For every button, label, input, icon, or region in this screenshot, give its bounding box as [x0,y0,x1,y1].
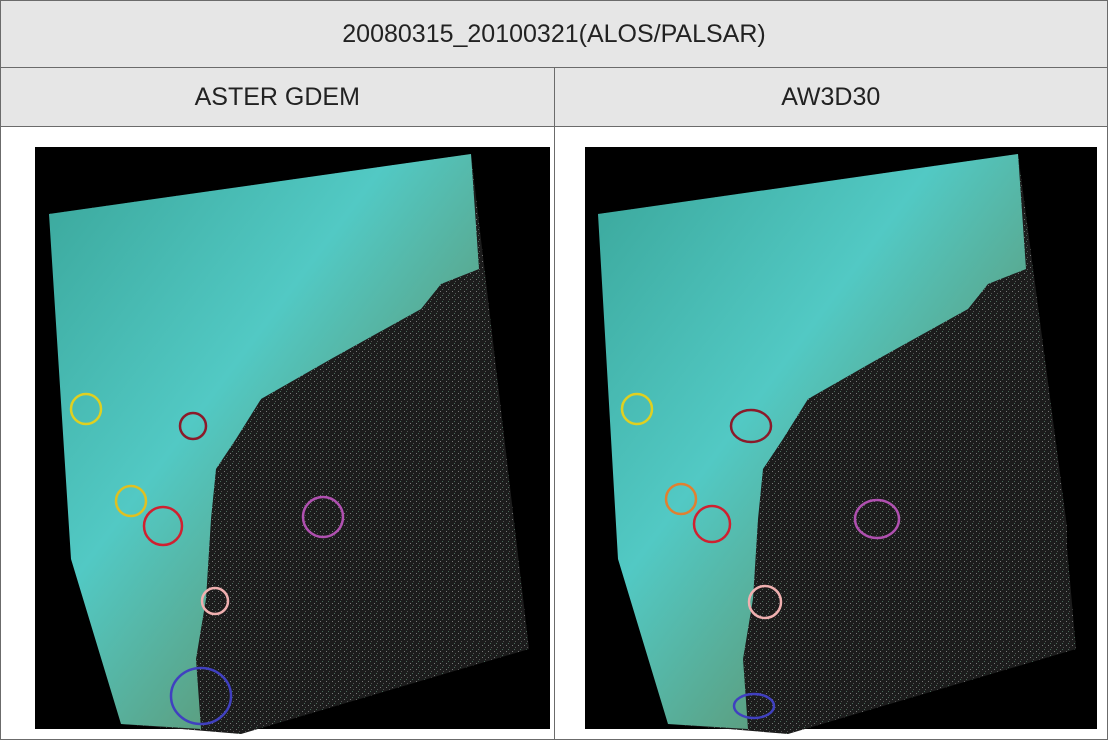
image-cell [1,127,555,740]
sar-image-aster [1,127,566,739]
column-header: AW3D30 [554,68,1108,127]
sar-image-aw3d30 [555,127,1097,739]
image-cell [554,127,1108,740]
comparison-table: 20080315_20100321(ALOS/PALSAR) ASTER GDE… [0,0,1108,740]
table-title: 20080315_20100321(ALOS/PALSAR) [1,1,1108,68]
column-header: ASTER GDEM [1,68,555,127]
page: 20080315_20100321(ALOS/PALSAR) ASTER GDE… [0,0,1108,742]
